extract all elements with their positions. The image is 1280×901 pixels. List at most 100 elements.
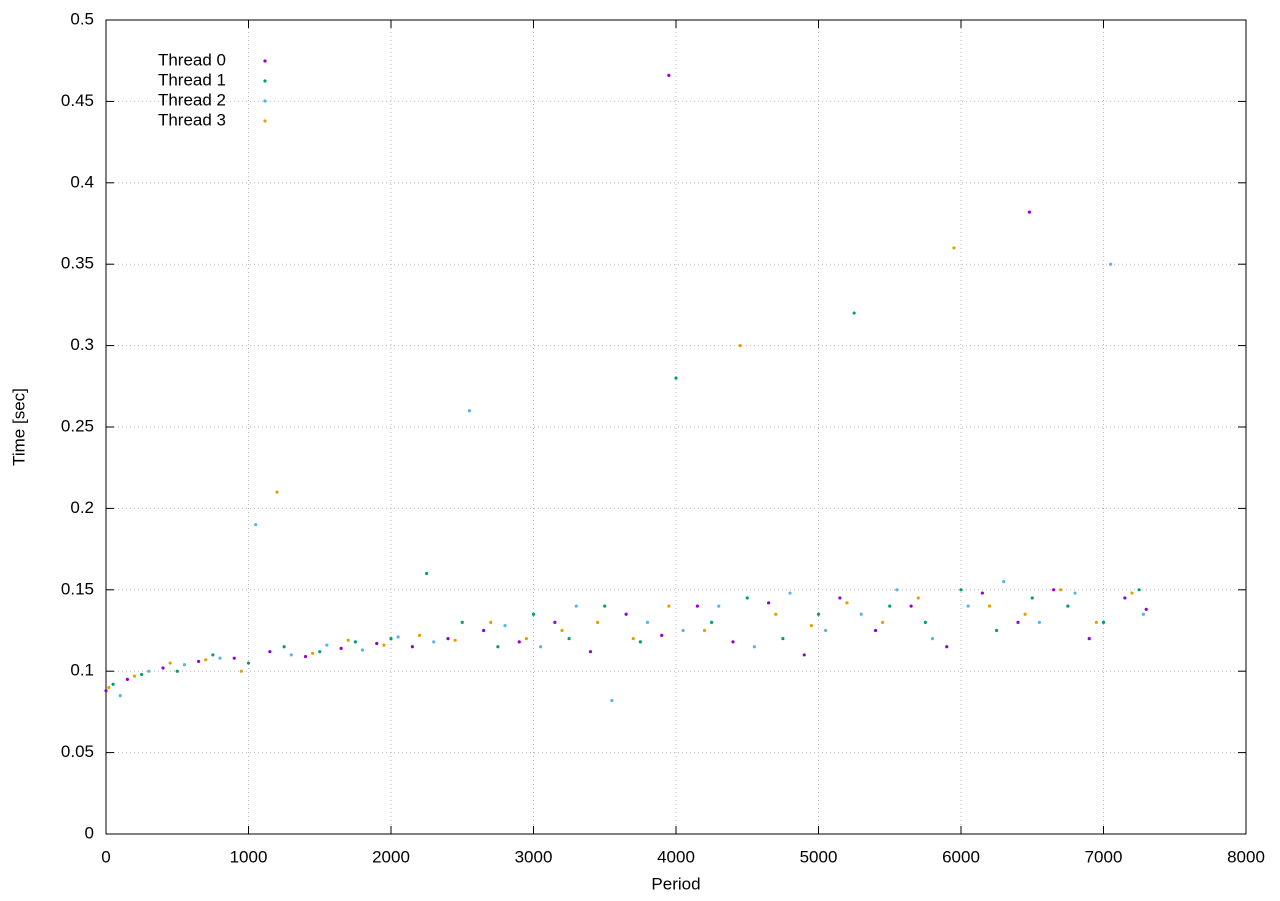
point [303, 654, 308, 659]
point [873, 628, 878, 633]
point [161, 666, 165, 670]
y-tick-label: 0.1 [70, 661, 94, 680]
point [211, 653, 215, 657]
point [232, 656, 236, 660]
point [1123, 596, 1127, 600]
plot-frame [105, 19, 1247, 835]
point [631, 637, 635, 641]
point [681, 628, 685, 633]
point [1144, 607, 1148, 611]
y-tick-label: 0.2 [70, 498, 94, 517]
point [275, 490, 279, 494]
point [1030, 596, 1034, 600]
y-tick-label: 0 [85, 823, 94, 842]
y-tick-label: 0.4 [70, 172, 94, 191]
point [111, 682, 115, 686]
point [246, 661, 251, 665]
legend-marker [263, 99, 267, 103]
point [382, 643, 386, 647]
point [959, 588, 963, 592]
point [1002, 580, 1006, 584]
y-tick-label: 0.3 [70, 335, 94, 354]
point [738, 344, 742, 348]
point [809, 624, 813, 628]
point [895, 588, 899, 592]
point [966, 604, 970, 608]
point [1059, 588, 1063, 592]
point [346, 638, 350, 642]
point [1101, 620, 1106, 624]
point [489, 620, 493, 624]
point [909, 604, 913, 608]
point [553, 620, 557, 624]
point [496, 645, 500, 649]
point [1066, 604, 1070, 608]
x-tick-label: 4000 [657, 847, 695, 866]
point [603, 604, 607, 608]
point [1094, 620, 1098, 624]
point [318, 650, 322, 654]
legend-label: Thread 3 [158, 110, 226, 129]
point [574, 604, 578, 608]
point [838, 596, 842, 600]
point [802, 653, 806, 657]
point [717, 604, 721, 608]
point [389, 637, 393, 641]
point [339, 646, 343, 651]
point [1052, 588, 1056, 592]
point [596, 620, 600, 624]
legend-marker [263, 119, 267, 123]
point [560, 628, 564, 633]
x-tick-label: 0 [101, 847, 110, 866]
point [168, 661, 172, 665]
point [638, 640, 642, 644]
point [410, 645, 414, 649]
x-tick-label: 3000 [515, 847, 553, 866]
point [425, 571, 429, 576]
point [360, 648, 365, 652]
point [175, 669, 179, 673]
point [1037, 620, 1041, 624]
point [524, 637, 528, 641]
point [1023, 612, 1027, 616]
point [517, 640, 521, 644]
y-tick-label: 0.25 [61, 416, 94, 435]
x-tick-label: 5000 [800, 847, 838, 866]
point [852, 311, 856, 315]
point [107, 685, 111, 690]
y-tick-label: 0.45 [61, 91, 94, 110]
point [645, 620, 650, 624]
point [432, 640, 436, 644]
point [952, 246, 956, 250]
y-axis-label: Time [sec] [9, 388, 28, 466]
x-tick-label: 6000 [942, 847, 980, 866]
point [767, 601, 771, 605]
x-tick-label: 8000 [1227, 847, 1265, 866]
point [118, 694, 122, 698]
point [268, 650, 272, 654]
point [204, 658, 208, 662]
point [1141, 612, 1145, 616]
point [467, 409, 471, 413]
point [446, 637, 450, 641]
point [375, 641, 379, 646]
point [1137, 588, 1141, 592]
point [539, 645, 543, 649]
point [254, 523, 258, 527]
point [311, 651, 315, 655]
point [930, 637, 935, 641]
y-tick-label: 0.15 [61, 579, 94, 598]
x-axis-label: Period [651, 874, 700, 893]
point [140, 672, 144, 677]
point [702, 628, 707, 633]
point [995, 628, 999, 633]
point [1027, 210, 1031, 214]
y-tick-label: 0.5 [70, 9, 94, 28]
point [752, 645, 756, 649]
point [745, 596, 749, 600]
point [104, 689, 108, 693]
point [888, 604, 892, 608]
y-tick-label: 0.05 [61, 742, 94, 761]
point [916, 596, 920, 600]
x-tick-label: 7000 [1085, 847, 1123, 866]
